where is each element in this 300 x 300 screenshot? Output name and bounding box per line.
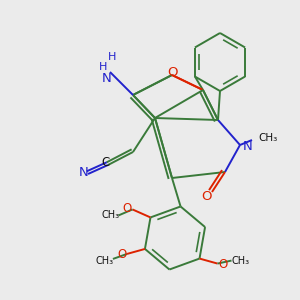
Text: CH₃: CH₃: [258, 133, 277, 143]
Text: H: H: [108, 52, 116, 62]
Text: C: C: [102, 155, 110, 169]
Text: CH₃: CH₃: [96, 256, 114, 266]
Text: O: O: [117, 248, 127, 261]
Text: O: O: [123, 202, 132, 215]
Text: N: N: [243, 140, 253, 154]
Text: O: O: [167, 65, 177, 79]
Text: N: N: [79, 166, 89, 178]
Text: O: O: [218, 258, 227, 271]
Text: O: O: [202, 190, 212, 202]
Text: CH₃: CH₃: [232, 256, 250, 266]
Text: H: H: [99, 62, 107, 72]
Text: N: N: [102, 71, 112, 85]
Text: CH₃: CH₃: [101, 210, 119, 220]
